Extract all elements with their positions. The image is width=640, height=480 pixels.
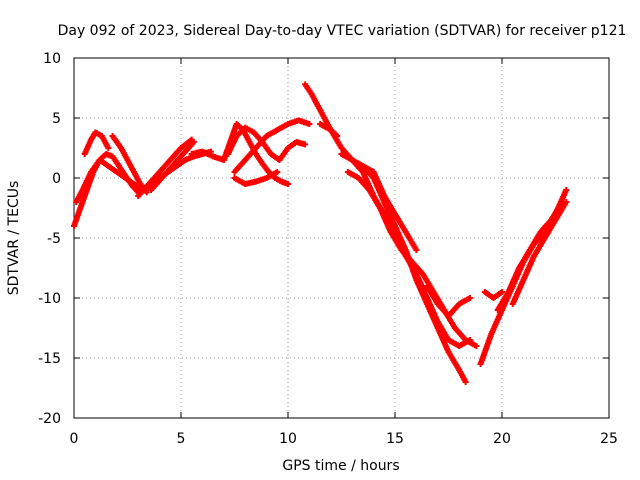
y-tick-label: -10 bbox=[38, 291, 61, 307]
x-tick-label: 20 bbox=[493, 431, 511, 447]
data-point bbox=[499, 289, 505, 295]
data-point bbox=[105, 145, 112, 151]
series-track-o bbox=[344, 169, 480, 349]
x-tick-label: 5 bbox=[177, 431, 186, 447]
data-point bbox=[473, 343, 480, 349]
axis-ticks: 0 5 10 15 20 25 -20 -15 -10 -5 0 5 10 bbox=[38, 51, 618, 447]
x-tick-label: 15 bbox=[386, 431, 404, 447]
series-track-f bbox=[148, 139, 197, 193]
data-point bbox=[413, 247, 420, 253]
chart-title: Day 092 of 2023, Sidereal Day-to-day VTE… bbox=[58, 23, 627, 39]
data-point bbox=[302, 141, 309, 148]
y-tick-label: -15 bbox=[38, 351, 61, 367]
series-track-l bbox=[302, 81, 341, 139]
y-tick-label: -20 bbox=[38, 411, 61, 427]
data-point bbox=[466, 295, 473, 301]
series-track-q bbox=[424, 283, 473, 319]
y-tick-label: 5 bbox=[52, 111, 61, 127]
series-track-c bbox=[81, 129, 112, 157]
y-tick-label: 10 bbox=[43, 51, 61, 67]
y-tick-label: -5 bbox=[47, 231, 61, 247]
data-point bbox=[563, 199, 570, 205]
data-point bbox=[190, 139, 197, 145]
x-tick-label: 25 bbox=[600, 431, 618, 447]
y-tick-label: 0 bbox=[52, 171, 61, 187]
data-point bbox=[306, 121, 313, 127]
series-track-u bbox=[481, 289, 505, 301]
series-track-p bbox=[359, 163, 420, 253]
data-point bbox=[274, 169, 281, 175]
series-track-e bbox=[135, 136, 195, 199]
series-track-j bbox=[231, 117, 313, 175]
data-point bbox=[285, 181, 291, 187]
grid-lines bbox=[74, 58, 609, 418]
data-point bbox=[462, 379, 469, 385]
y-axis-label: SDTVAR / TECUs bbox=[6, 181, 22, 296]
data-point bbox=[563, 187, 570, 193]
x-tick-label: 10 bbox=[279, 431, 297, 447]
series-track-n bbox=[338, 151, 469, 385]
series-track-t bbox=[509, 199, 570, 307]
x-axis-label: GPS time / hours bbox=[282, 458, 399, 474]
data-points bbox=[71, 81, 570, 385]
x-tick-label: 0 bbox=[70, 431, 79, 447]
series-track-k bbox=[231, 169, 281, 187]
